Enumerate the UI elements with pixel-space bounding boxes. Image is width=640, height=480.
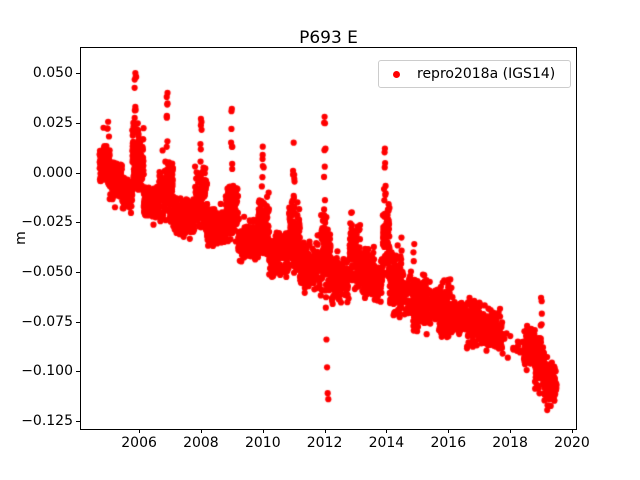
legend: repro2018a (IGS14) [378, 60, 571, 88]
y-tick-mark [76, 73, 80, 74]
x-tick-mark [386, 429, 388, 433]
y-tick-mark [76, 371, 80, 373]
y-tick-label: −0.050 [21, 263, 73, 280]
x-tick-label: 2012 [306, 435, 343, 451]
x-tick-label: 2014 [368, 435, 405, 451]
x-tick-label: 2008 [183, 435, 219, 451]
y-tick-mark [76, 421, 80, 422]
x-tick-label: 2006 [121, 435, 157, 451]
x-tick-label: 2016 [430, 435, 467, 451]
x-tick-mark [139, 429, 141, 433]
y-tick-mark [76, 222, 80, 224]
plot-title: P693 E [299, 28, 358, 48]
x-tick-mark [448, 429, 450, 433]
y-tick-mark [76, 172, 80, 174]
x-tick-mark [262, 429, 264, 433]
legend-dot-icon [393, 70, 400, 78]
y-tick-label: −0.125 [21, 413, 73, 429]
x-tick-mark [200, 429, 202, 433]
y-tick-mark [76, 271, 80, 273]
x-tick-mark [572, 429, 573, 433]
x-tick-label: 2010 [244, 435, 281, 451]
x-tick-mark [324, 429, 326, 433]
y-tick-mark [76, 122, 80, 124]
y-tick-label: 0.000 [32, 164, 73, 181]
y-tick-label: −0.025 [21, 214, 73, 231]
y-tick-label: 0.025 [32, 114, 73, 131]
x-tick-label: 2020 [554, 435, 590, 451]
y-tick-label: −0.075 [21, 313, 73, 330]
legend-label: repro2018a (IGS14) [417, 66, 556, 82]
y-tick-mark [76, 321, 80, 323]
x-tick-label: 2018 [492, 435, 528, 451]
y-tick-label: 0.050 [32, 65, 73, 81]
y-tick-label: −0.100 [21, 363, 73, 380]
x-tick-mark [510, 429, 512, 433]
scatter-canvas [81, 48, 576, 429]
